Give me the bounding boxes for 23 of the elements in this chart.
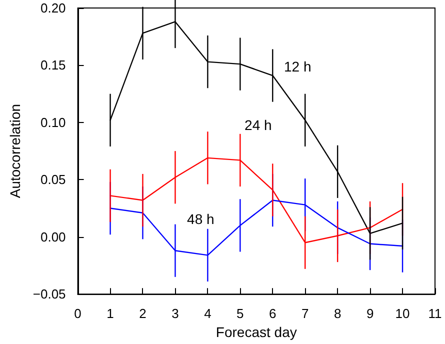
series-label: 12 h bbox=[284, 58, 312, 75]
x-tick-label: 8 bbox=[334, 306, 342, 322]
x-tick-label: 5 bbox=[236, 306, 244, 322]
x-tick-label: 10 bbox=[395, 306, 410, 322]
x-tick-label: 9 bbox=[366, 306, 374, 322]
x-tick-label: 11 bbox=[428, 306, 442, 322]
x-tick-label: 1 bbox=[106, 306, 114, 322]
y-tick-label: 0.00 bbox=[40, 229, 66, 244]
x-tick-label: 3 bbox=[172, 306, 179, 322]
x-tick-label: 2 bbox=[139, 306, 146, 322]
y-tick-label: 0.10 bbox=[40, 114, 66, 130]
y-tick-label: 0.05 bbox=[40, 172, 66, 188]
series-label: 48 h bbox=[187, 211, 214, 228]
x-tick-label: 0 bbox=[74, 306, 82, 322]
x-tick-label: 6 bbox=[269, 306, 276, 322]
x-tick-label: 7 bbox=[301, 306, 309, 322]
x-tick-label: 4 bbox=[204, 306, 212, 322]
y-tick-label: −0.05 bbox=[32, 286, 66, 302]
y-axis-title: Autocorrelation bbox=[7, 104, 23, 198]
x-axis-title: Forecast day bbox=[216, 324, 297, 340]
series-label: 24 h bbox=[244, 117, 272, 134]
y-tick-label: 0.15 bbox=[40, 58, 66, 73]
y-tick-label: 0.20 bbox=[40, 0, 66, 16]
